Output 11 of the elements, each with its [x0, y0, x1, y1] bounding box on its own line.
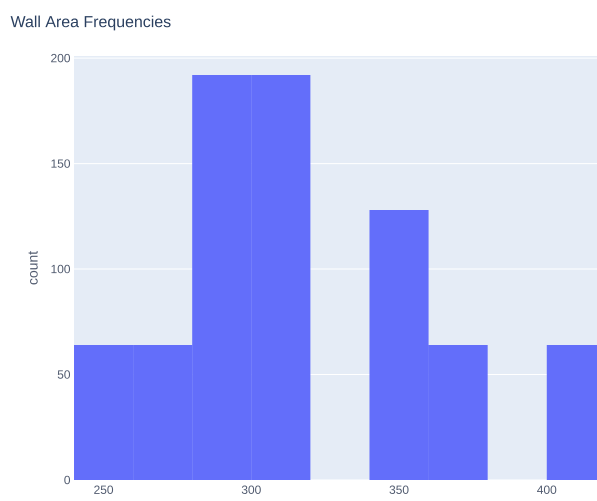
y-tick-label: 200	[51, 54, 70, 62]
x-tick-label: 300	[242, 486, 261, 494]
chart-title: Wall Area Frequencies	[10, 16, 171, 30]
y-tick-label: 150	[51, 159, 70, 168]
x-tick-label: 250	[94, 486, 114, 494]
y-tick-label: 50	[58, 370, 70, 379]
y-tick-label: 100	[51, 264, 70, 274]
y-axis-title: count	[28, 251, 38, 284]
x-tick-label: 350	[390, 486, 409, 494]
x-tick-label: 400	[537, 486, 556, 494]
y-tick-label: 0	[64, 476, 70, 484]
